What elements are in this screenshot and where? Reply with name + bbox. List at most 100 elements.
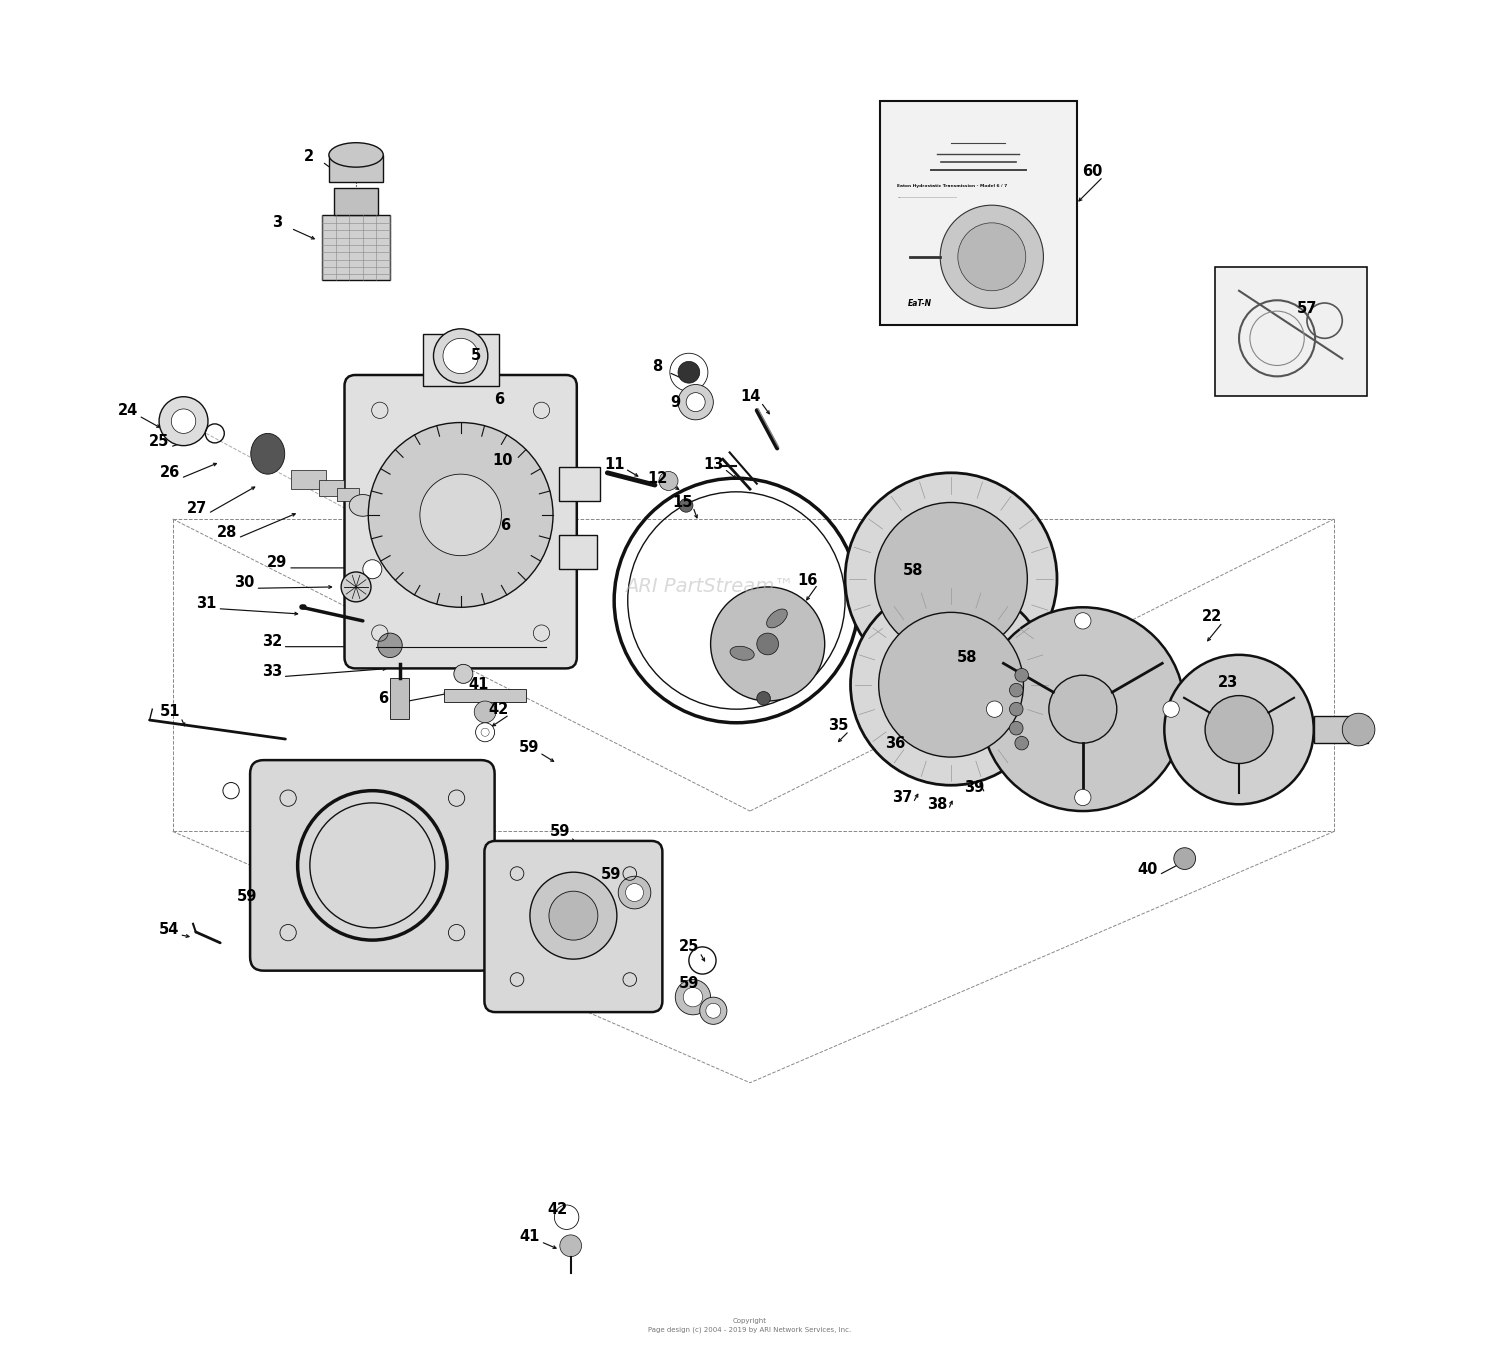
Circle shape xyxy=(981,607,1185,812)
Circle shape xyxy=(1174,848,1196,869)
Circle shape xyxy=(682,988,702,1007)
Text: 51: 51 xyxy=(159,704,180,719)
Circle shape xyxy=(171,409,196,434)
Circle shape xyxy=(675,979,711,1015)
Text: 23: 23 xyxy=(1218,675,1239,689)
Text: 36: 36 xyxy=(885,735,906,750)
Text: 2: 2 xyxy=(303,149,313,164)
Circle shape xyxy=(1342,713,1376,746)
Text: 5: 5 xyxy=(471,348,480,363)
Text: 25: 25 xyxy=(678,940,699,955)
Text: 58: 58 xyxy=(957,651,978,666)
Bar xyxy=(390,678,410,719)
Text: 28: 28 xyxy=(217,525,237,540)
Bar xyxy=(334,187,378,214)
Circle shape xyxy=(987,701,1002,717)
Text: 26: 26 xyxy=(160,465,180,480)
Text: 8: 8 xyxy=(652,359,663,374)
Text: 59: 59 xyxy=(519,739,538,754)
Text: 13: 13 xyxy=(704,457,723,472)
Bar xyxy=(328,155,382,181)
Text: 58: 58 xyxy=(903,563,924,578)
Bar xyxy=(560,535,597,569)
Text: 41: 41 xyxy=(468,677,489,692)
Text: 24: 24 xyxy=(117,402,138,417)
Circle shape xyxy=(758,692,771,705)
Circle shape xyxy=(1016,668,1029,682)
FancyBboxPatch shape xyxy=(1215,267,1366,396)
Circle shape xyxy=(658,472,678,491)
Circle shape xyxy=(340,572,370,602)
Text: 12: 12 xyxy=(648,471,668,486)
Circle shape xyxy=(454,664,472,683)
Text: 15: 15 xyxy=(672,495,693,510)
Ellipse shape xyxy=(328,143,382,168)
Circle shape xyxy=(1074,790,1090,806)
Circle shape xyxy=(474,701,496,723)
Text: 41: 41 xyxy=(519,1229,540,1244)
Text: 39: 39 xyxy=(964,780,984,795)
Circle shape xyxy=(159,397,209,446)
Circle shape xyxy=(879,612,1023,757)
Circle shape xyxy=(850,584,1052,786)
Ellipse shape xyxy=(251,434,285,475)
Circle shape xyxy=(1074,612,1090,629)
Circle shape xyxy=(1164,655,1314,805)
Text: 42: 42 xyxy=(548,1202,567,1217)
Text: ______________________________: ______________________________ xyxy=(897,194,957,198)
Circle shape xyxy=(420,475,501,555)
Circle shape xyxy=(555,1204,579,1229)
Circle shape xyxy=(1010,722,1023,735)
Circle shape xyxy=(706,1004,722,1018)
Circle shape xyxy=(678,361,699,383)
Text: 37: 37 xyxy=(892,790,912,805)
Text: 6: 6 xyxy=(378,690,388,705)
Circle shape xyxy=(874,502,1028,655)
Bar xyxy=(291,471,326,490)
Ellipse shape xyxy=(730,647,754,660)
Bar xyxy=(444,689,526,702)
Text: 38: 38 xyxy=(927,797,948,812)
Circle shape xyxy=(476,723,495,742)
Circle shape xyxy=(680,499,693,513)
Bar xyxy=(338,488,358,502)
Text: 31: 31 xyxy=(196,596,217,611)
Text: EaT-N: EaT-N xyxy=(908,299,932,308)
Circle shape xyxy=(363,559,382,578)
Circle shape xyxy=(1016,737,1029,750)
Text: 25: 25 xyxy=(148,434,170,449)
Circle shape xyxy=(844,473,1058,685)
Text: 3: 3 xyxy=(272,216,282,231)
Circle shape xyxy=(482,728,489,737)
Text: 30: 30 xyxy=(234,576,255,591)
Circle shape xyxy=(1010,683,1023,697)
Text: 6: 6 xyxy=(501,518,510,533)
Circle shape xyxy=(1048,675,1118,743)
Circle shape xyxy=(686,393,705,412)
Text: 54: 54 xyxy=(159,922,178,937)
Circle shape xyxy=(378,633,402,657)
Text: 16: 16 xyxy=(796,573,818,588)
Circle shape xyxy=(618,876,651,908)
Text: 9: 9 xyxy=(670,394,681,409)
FancyBboxPatch shape xyxy=(251,760,495,971)
Text: 57: 57 xyxy=(1298,301,1317,316)
Circle shape xyxy=(711,587,825,701)
FancyBboxPatch shape xyxy=(345,375,578,668)
Circle shape xyxy=(699,997,728,1024)
Text: ARI PartStream™: ARI PartStream™ xyxy=(626,577,794,596)
Text: 42: 42 xyxy=(489,701,508,716)
Text: 27: 27 xyxy=(188,501,207,516)
Ellipse shape xyxy=(350,495,376,516)
FancyBboxPatch shape xyxy=(879,101,1077,326)
Circle shape xyxy=(940,205,1044,308)
Text: 22: 22 xyxy=(1202,610,1222,625)
Circle shape xyxy=(1010,702,1023,716)
Text: 40: 40 xyxy=(1138,862,1158,877)
FancyBboxPatch shape xyxy=(484,842,663,1012)
Circle shape xyxy=(626,884,644,902)
Bar xyxy=(320,480,344,496)
Text: 10: 10 xyxy=(492,453,513,468)
Text: 14: 14 xyxy=(740,389,760,404)
Bar xyxy=(423,334,498,386)
